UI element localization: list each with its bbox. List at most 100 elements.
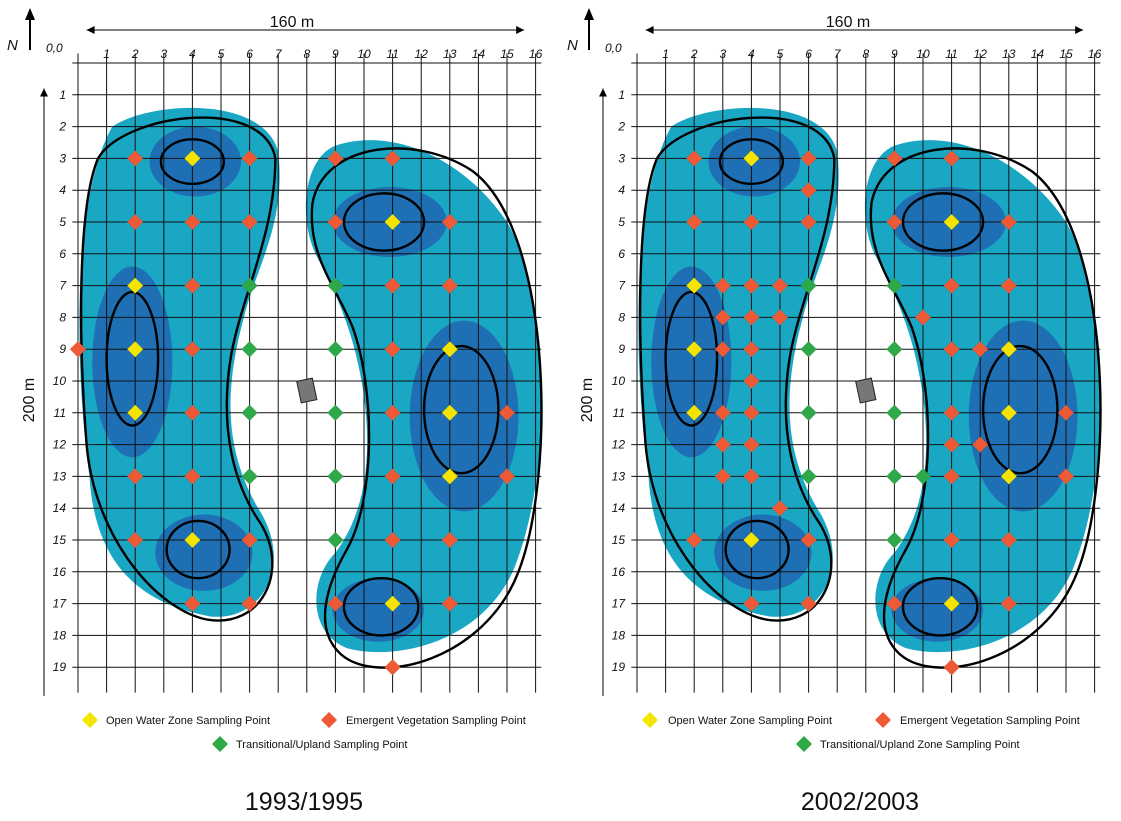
sampling-point-emergent [1000,595,1018,612]
y-tick-label: 1 [59,88,66,102]
sampling-point-emergent [441,277,459,294]
legend-emergent-label: Emergent Vegetation Sampling Point [900,715,1080,727]
sampling-point-emergent [1000,277,1018,294]
zone-boundary-line [901,192,985,252]
legend-swatch-transitional [796,736,812,752]
x-tick-label: 6 [246,47,253,61]
sampling-point-open-water [441,404,459,422]
y-tick-label: 15 [612,533,626,547]
sampling-point-emergent [886,150,903,167]
sampling-point-open-water [743,531,760,549]
axes: 160 m 200 m N 0,0 1 2 3 4 5 6 7 8 9 10 11 12 13 14 15 1… [7,8,543,696]
legend-swatch-open-water [642,712,658,728]
y-tick-label: 14 [53,501,67,515]
deep-water-pool [651,266,732,458]
sampling-point-emergent [384,277,401,294]
map-panel-1993-1995: 160 m 200 m N 0,0 1 2 3 4 5 6 7 8 9 10 11 12 13 14 15 1… [7,8,543,816]
x-tick-label: 9 [891,47,898,61]
zone-boundary-line [901,576,979,637]
y-tick-label: 13 [612,469,626,483]
y-tick-label: 8 [59,310,66,324]
sampling-point-open-water [685,340,703,358]
sampling-point-transitional [241,468,258,485]
sampling-point-transitional [800,404,817,422]
sampling-point-emergent [241,595,258,612]
light-water-zone-west [638,107,839,617]
sampling-point-transitional [800,277,817,294]
x-tick-label: 1 [662,47,669,61]
legend-swatch-transitional [212,736,228,752]
sampling-point-emergent [943,658,960,676]
height-arrow-head [40,88,48,97]
y-tick-label: 19 [53,660,67,674]
sampling-point-transitional [327,531,344,549]
sampling-point-emergent [714,340,732,358]
sampling-point-emergent [943,468,960,485]
sampling-point-open-water [1000,340,1018,358]
north-label: N [7,37,18,54]
sampling-point-emergent [126,213,144,231]
sampling-point-transitional [886,404,903,422]
sampling-point-open-water [441,340,459,358]
sampling-point-emergent [441,595,459,612]
sampling-point-open-water [126,277,144,294]
sampling-point-emergent [771,277,789,294]
zone-boundary-line [105,290,160,427]
legend-transitional-label: Transitional/Upland Sampling Point [236,739,407,751]
x-tick-label: 4 [189,47,196,61]
building-icon [296,377,318,404]
deep-water-pool [968,320,1078,512]
origin-label: 0,0 [46,41,63,55]
sampling-point-emergent [498,468,516,485]
sampling-point-open-water [184,531,201,549]
zone-boundary-line [981,344,1059,475]
sampling-point-emergent [184,468,201,485]
x-tick-label: 8 [303,47,310,61]
sampling-point-transitional [327,340,344,358]
x-tick-label: 12 [974,47,988,61]
sampling-point-emergent [685,150,703,167]
sampling-point-open-water [126,404,144,422]
sampling-point-emergent [69,340,87,358]
y-tick-label: 14 [612,501,626,515]
sampling-point-transitional [800,340,817,358]
y-tick-label: 5 [59,215,66,229]
sampling-point-emergent [771,499,789,517]
north-arrow-icon [25,8,35,50]
x-tick-label: 8 [862,47,869,61]
sampling-point-emergent [714,277,732,294]
sampling-point-emergent [743,277,760,294]
y-tick-label: 10 [612,374,626,388]
sampling-point-open-water [743,150,760,167]
zone-boundary-line [342,576,420,637]
x-tick-label: 10 [916,47,930,61]
y-tick-label: 3 [59,151,66,165]
zone-boundary-line [724,519,790,580]
y-tick-label: 6 [618,247,625,261]
sampling-point-transitional [886,531,903,549]
x-tick-label: 15 [500,47,514,61]
sampling-point-open-water [441,468,459,485]
sampling-point-transitional [886,277,903,294]
sampling-point-emergent [384,468,401,485]
sampling-point-emergent [184,340,201,358]
sampling-point-transitional [241,340,258,358]
y-tick-label: 3 [618,151,625,165]
sampling-point-emergent [384,531,401,549]
zone-boundary-line [718,138,785,186]
y-tick-label: 4 [618,183,625,197]
sampling-point-emergent [1057,468,1075,485]
sampling-point-emergent [914,309,932,326]
sampling-point-emergent [743,213,760,231]
sampling-point-emergent [184,277,201,294]
y-tick-label: 4 [59,183,66,197]
y-tick-label: 17 [612,597,627,611]
zone-boundary-line [422,344,500,475]
y-tick-label: 11 [613,406,625,420]
legend-swatch-open-water [82,712,98,728]
sampling-point-emergent [743,468,760,485]
building-marker [855,377,877,404]
sampling-point-open-water [943,213,960,231]
legend-emergent-label: Emergent Vegetation Sampling Point [346,715,526,727]
sampling-point-transitional [914,468,932,485]
